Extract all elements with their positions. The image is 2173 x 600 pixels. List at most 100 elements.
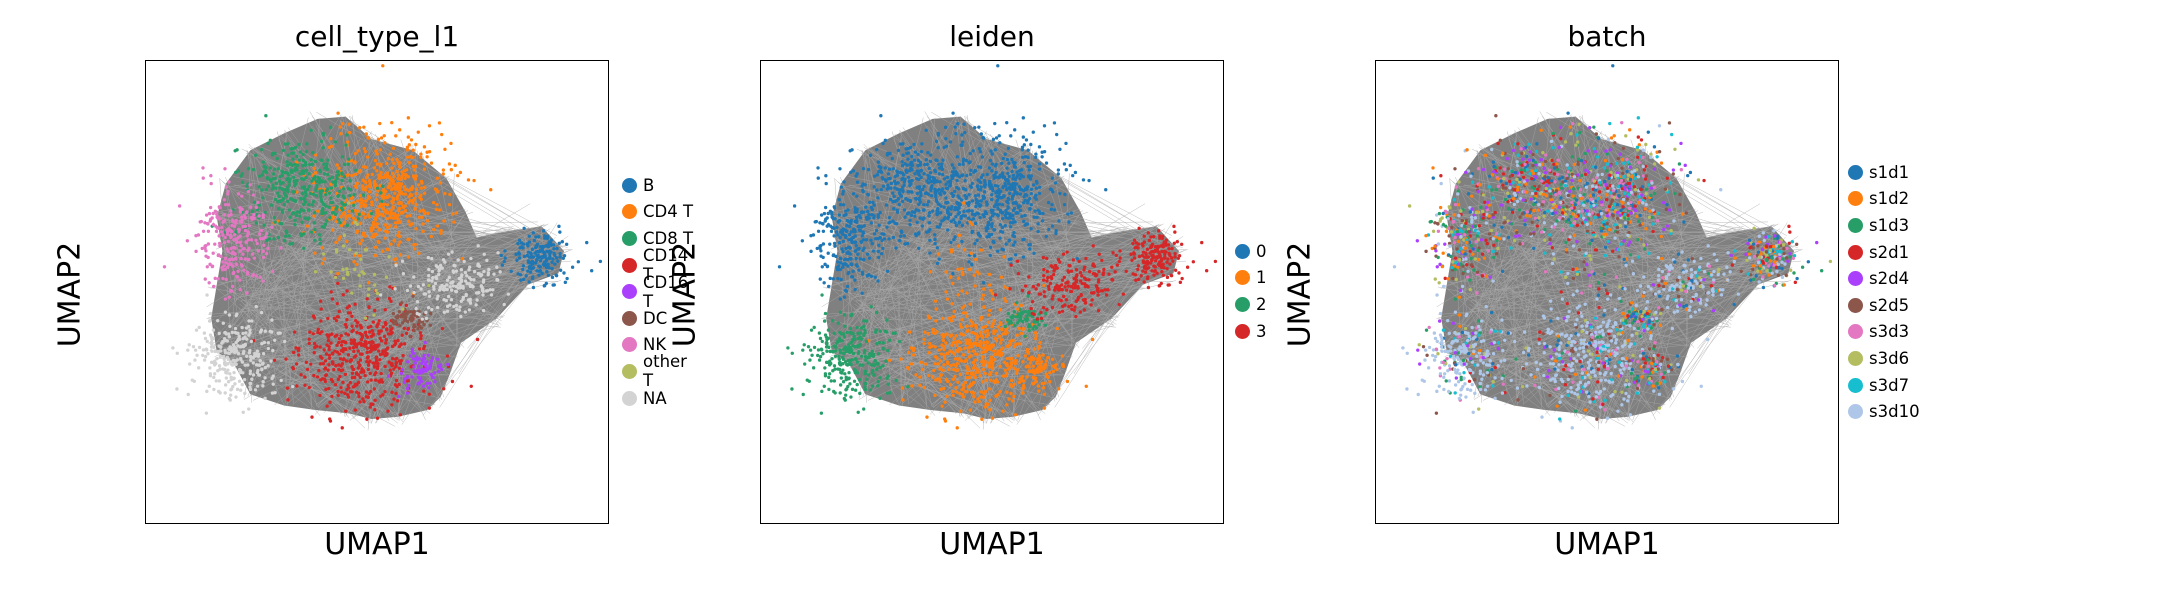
cell-point — [471, 285, 475, 289]
cell-point — [193, 348, 198, 352]
cell-point — [1003, 285, 1007, 289]
cell-point — [328, 417, 332, 421]
cell-point — [1173, 230, 1177, 234]
graph-edge — [215, 258, 319, 286]
cell-point — [271, 183, 275, 187]
cell-point — [255, 370, 260, 375]
cell-point — [495, 265, 499, 269]
cell-point — [934, 179, 939, 183]
cell-point — [411, 201, 415, 205]
cell-point — [1014, 371, 1019, 376]
cell-point — [1017, 326, 1021, 331]
cell-point — [417, 347, 422, 351]
scatter-svg — [777, 64, 1218, 430]
cell-point — [1129, 252, 1133, 257]
cell-point — [270, 318, 274, 322]
cell-point — [928, 251, 932, 255]
cell-point — [897, 238, 902, 243]
cell-point — [876, 213, 880, 217]
cell-point — [886, 183, 890, 187]
cell-point — [528, 270, 533, 274]
cell-point — [957, 357, 961, 361]
cell-point — [324, 352, 329, 356]
cell-point — [304, 191, 308, 195]
cell-point — [334, 219, 338, 224]
cell-point — [258, 275, 262, 279]
cell-point — [240, 382, 244, 387]
cell-point — [925, 162, 929, 166]
cell-point — [966, 216, 971, 220]
cell-point — [372, 272, 377, 277]
cell-point — [1014, 211, 1018, 215]
cell-point — [1032, 320, 1036, 324]
cell-point — [527, 240, 532, 244]
cell-point — [227, 335, 232, 339]
graph-edge — [277, 226, 514, 273]
cell-point — [307, 184, 311, 189]
cell-point — [250, 319, 254, 323]
cell-point — [1021, 175, 1026, 179]
cell-point — [994, 378, 999, 382]
cell-point — [319, 307, 323, 311]
cell-point — [1160, 257, 1164, 261]
cell-point — [356, 149, 360, 153]
cell-point — [1023, 213, 1027, 218]
cell-point — [451, 280, 455, 284]
cell-point — [449, 141, 453, 146]
cell-point — [204, 249, 208, 253]
cell-point — [388, 285, 392, 289]
cell-point — [969, 185, 974, 189]
cell-point — [389, 178, 394, 183]
cell-point — [1167, 251, 1171, 256]
cell-point — [1170, 246, 1174, 251]
cell-point — [993, 357, 997, 362]
cell-point — [206, 352, 210, 356]
cell-point — [362, 146, 366, 151]
legend-item: B — [622, 172, 700, 199]
cell-point — [516, 272, 520, 276]
cell-point — [271, 151, 275, 156]
cell-point — [941, 338, 946, 343]
cell-point — [944, 186, 949, 190]
cell-point — [385, 225, 390, 230]
cell-point — [869, 221, 874, 225]
cell-point — [428, 323, 433, 327]
cell-point — [958, 322, 963, 327]
cell-point — [998, 308, 1002, 312]
graph-edge — [280, 247, 498, 316]
cell-point — [421, 222, 425, 226]
legend-item: CD16 T — [622, 273, 700, 311]
cell-point — [936, 131, 940, 136]
cell-point — [358, 194, 363, 198]
cell-point — [280, 222, 284, 226]
cell-point — [318, 233, 322, 237]
cell-point — [1008, 225, 1013, 229]
cell-point — [175, 387, 179, 391]
cell-point — [998, 223, 1003, 227]
cell-point — [394, 263, 398, 267]
cell-point — [939, 192, 943, 197]
cell-point — [366, 173, 370, 177]
cell-point — [979, 390, 984, 394]
cell-point — [229, 349, 234, 354]
cell-point — [1036, 384, 1041, 388]
cell-point — [446, 294, 451, 299]
cell-point — [942, 356, 947, 360]
graph-edge — [294, 221, 539, 226]
cell-point — [1037, 353, 1041, 358]
cell-point — [968, 408, 973, 412]
cell-point — [892, 179, 897, 184]
cell-point — [558, 252, 562, 256]
cell-point — [1172, 224, 1176, 229]
graph-edge — [240, 270, 554, 301]
cell-point — [1145, 247, 1150, 252]
cell-point — [1026, 317, 1030, 321]
cell-point — [201, 176, 205, 180]
cell-point — [274, 186, 278, 190]
graph-edge — [981, 134, 1173, 236]
cell-point — [310, 415, 314, 419]
cell-point — [499, 253, 503, 258]
cell-point — [320, 209, 324, 213]
cell-point — [378, 293, 383, 297]
legend-label: other T — [643, 352, 687, 391]
